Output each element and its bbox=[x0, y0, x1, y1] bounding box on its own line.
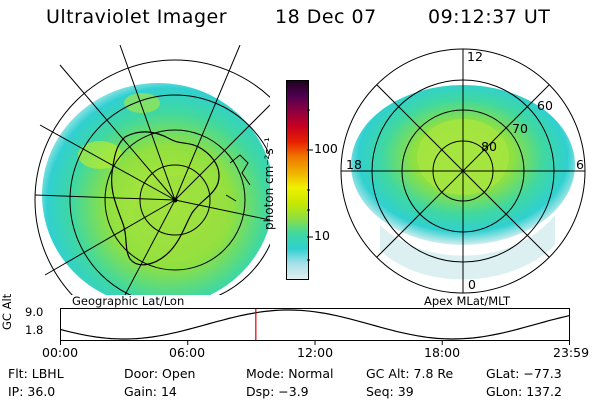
mlt-label-0: 0 bbox=[468, 277, 476, 292]
mlt-label-12: 12 bbox=[467, 49, 483, 64]
altitude-ytick-max: 9.0 bbox=[25, 305, 44, 319]
image-time: 09:12:37 UT bbox=[428, 6, 551, 28]
mlt-label-6: 6 bbox=[576, 157, 584, 172]
info-glon: GLon: 137.2 bbox=[486, 384, 562, 399]
info-mode: Mode: Normal bbox=[246, 366, 334, 381]
instrument-title: Ultraviolet Imager bbox=[46, 6, 228, 28]
geo-grid bbox=[34, 45, 270, 295]
info-glat: GLat: −77.3 bbox=[486, 366, 562, 381]
coastline-detail bbox=[225, 154, 251, 202]
info-seq: Seq: 39 bbox=[366, 384, 414, 399]
altitude-ytick-min: 1.8 bbox=[25, 323, 44, 337]
time-tick-0000: 00:00 bbox=[42, 345, 79, 360]
altitude-curve bbox=[60, 309, 570, 340]
altitude-plot-frame bbox=[60, 308, 570, 341]
altitude-plot bbox=[60, 308, 570, 345]
colorbar-ticks bbox=[307, 109, 313, 261]
mlat-label-70: 70 bbox=[512, 121, 528, 136]
image-date: 18 Dec 07 bbox=[275, 6, 377, 28]
info-gc-alt: GC Alt: 7.8 Re bbox=[366, 366, 454, 381]
time-tick-1200: 12:00 bbox=[297, 345, 334, 360]
time-tick-0600: 06:00 bbox=[169, 345, 206, 360]
colorbar bbox=[286, 80, 309, 280]
info-gain: Gain: 14 bbox=[124, 384, 177, 399]
mag-panel-label: Apex MLat/MLT bbox=[424, 294, 511, 308]
time-tick-1800: 18:00 bbox=[424, 345, 461, 360]
colorbar-tick-100: 100 bbox=[314, 141, 338, 156]
magnetic-auroral-image bbox=[340, 48, 586, 294]
geo-panel-label: Geographic Lat/Lon bbox=[72, 294, 185, 308]
colorbar-tick-10: 10 bbox=[314, 228, 330, 243]
coastline bbox=[111, 131, 220, 266]
time-tick-2359: 23:59 bbox=[553, 345, 590, 360]
altitude-ylabel: GC Alt bbox=[0, 293, 14, 330]
info-door: Door: Open bbox=[124, 366, 196, 381]
info-flt: Flt: LBHL bbox=[8, 366, 64, 381]
colorbar-label: photon cm⁻²s⁻¹ bbox=[262, 137, 276, 230]
info-dsp: Dsp: −3.9 bbox=[246, 384, 309, 399]
geo-pole-marker bbox=[172, 197, 178, 203]
mlat-label-80: 80 bbox=[481, 139, 497, 154]
geographic-auroral-image bbox=[34, 45, 270, 295]
mlt-label-18: 18 bbox=[346, 157, 362, 172]
info-ip: IP: 36.0 bbox=[8, 384, 56, 399]
mlat-label-60: 60 bbox=[537, 98, 553, 113]
mag-grid bbox=[340, 48, 586, 294]
